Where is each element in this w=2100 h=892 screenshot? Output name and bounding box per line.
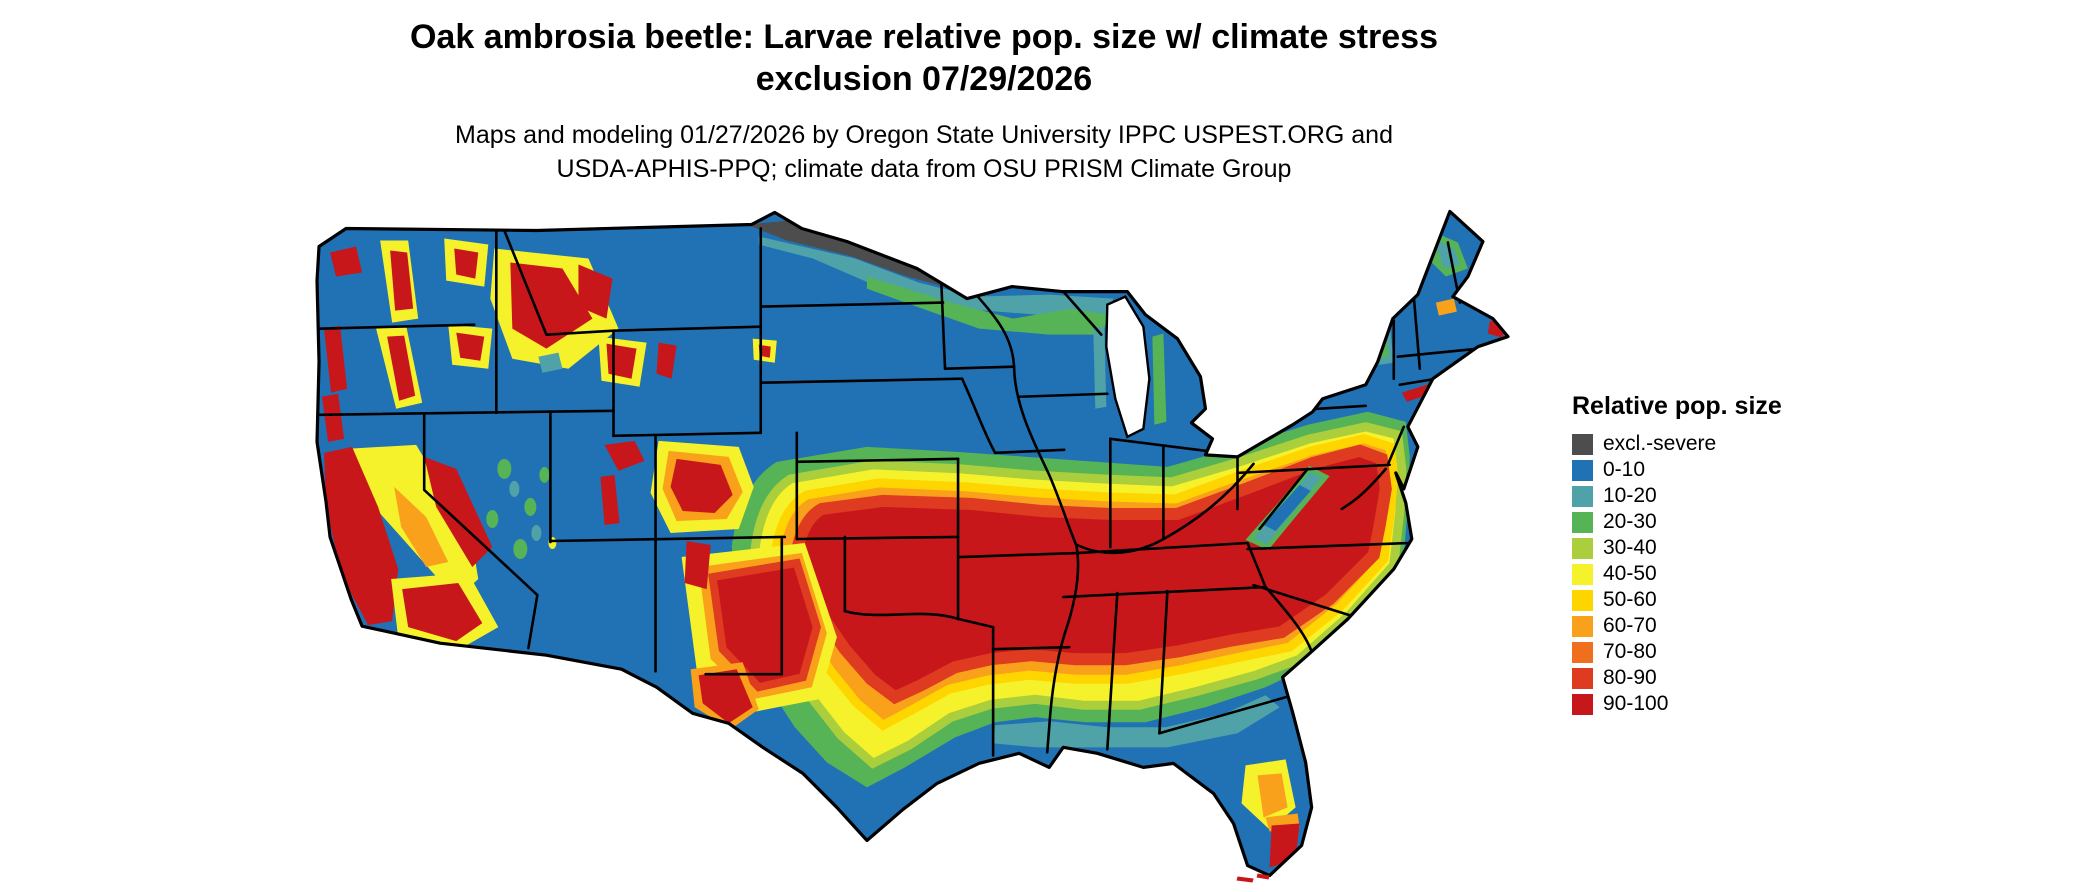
map-region-appalachian-blue [1263,484,1311,531]
map-region-wasatch [604,440,645,471]
legend-label: 0-10 [1603,458,1646,481]
legend-label: 80-90 [1603,666,1657,689]
legend-swatch [1572,693,1593,715]
legend-item: 10-20 [1572,483,1832,509]
legend-item: excl.-severe [1572,431,1832,457]
legend-label: 20-30 [1603,510,1657,533]
legend-item: 90-100 [1572,691,1832,717]
legend-label: 40-50 [1603,562,1657,585]
legend-swatch [1572,433,1593,455]
legend-item: 60-70 [1572,613,1832,639]
legend: Relative pop. size excl.-severe 0-10 10-… [1572,392,1832,717]
map-region-newa-r [454,248,479,279]
legend-item: 80-90 [1572,665,1832,691]
map-region-olympics [330,246,363,277]
map-region-fl-orange [1257,773,1288,818]
legend-label: 10-20 [1603,484,1657,507]
map-region-ca-valley-orange [394,486,449,568]
legend-label: 60-70 [1603,614,1657,637]
legend-swatch [1572,615,1593,637]
legend-item: 0-10 [1572,457,1832,483]
map-region-nh-coast-orange [1435,298,1457,316]
legend-label: 70-80 [1603,640,1657,663]
map-region-ca-coast-red [324,446,399,626]
state-borders [317,227,1480,757]
map-region-green-band [866,276,1108,335]
legend-item: 30-40 [1572,535,1832,561]
map-region-nrockies-teal [538,352,563,373]
map-speck [531,524,542,541]
map-speck [497,458,512,479]
us-map [306,206,1528,884]
florida-keys [1236,873,1270,883]
map-title-line2: exclusion 07/29/2026 [755,60,1093,98]
legend-swatch [1572,563,1593,585]
map-subtitle-line1: Maps and modeling 01/27/2026 by Oregon S… [455,121,1393,149]
map-region-wy-r [606,343,637,379]
map-region-bigbend-red [698,669,753,724]
map-region-nrockies-r2 [578,264,613,319]
map-region-socal-red [402,583,483,642]
map-region-or-coastrange [324,325,348,393]
legend-label: 90-100 [1603,692,1669,715]
legend-label: excl.-severe [1603,432,1717,455]
map-title-line1: Oak ambrosia beetle: Larvae relative pop… [409,18,1439,56]
map-region-warm-red-core [788,444,1392,705]
map-region-maine-teal [1433,238,1460,269]
map-region-bighorn [656,342,677,379]
us-map-svg [315,209,1510,883]
legend-swatch [1572,667,1593,689]
map-subtitle-line2: USDA-APHIS-PPQ; climate data from OSU PR… [556,155,1292,183]
map-region-wi-shore [1093,326,1107,409]
map-speck [509,480,520,497]
map-speck [513,538,528,560]
map-region-utah-plateau [600,474,620,525]
map-region-bluemtns-r [456,332,485,361]
map-region-nca-coast [322,393,345,442]
map-region-gulf-teal [993,695,1280,748]
map-region-wa-cascades-r [390,250,414,311]
map-region-co-red [670,458,733,513]
legend-swatch [1572,485,1593,507]
legend-swatch [1572,537,1593,559]
map-region-or-cascades-r [387,335,416,401]
legend-item: 40-50 [1572,561,1832,587]
map-speck [524,497,537,516]
legend-label: 50-60 [1603,588,1657,611]
legend-swatch [1572,589,1593,611]
legend-swatch [1572,641,1593,663]
legend-item: 20-30 [1572,509,1832,535]
map-region-nm-sangre [684,540,711,590]
legend-title: Relative pop. size [1572,392,1782,420]
map-region-nrockies-r1 [510,262,593,349]
legend-item: 70-80 [1572,639,1832,665]
map-subtitle: Maps and modeling 01/27/2026 by Oregon S… [0,118,1848,186]
legend-swatch [1572,511,1593,533]
us-outline [315,209,1510,878]
map-region-teal-band [758,236,1114,321]
map-title: Oak ambrosia beetle: Larvae relative pop… [0,16,1848,100]
map-region-mi-shore [1152,333,1167,425]
map-region-sierra-red [424,456,493,568]
map-speck [539,466,550,483]
map-region-wtx-red [708,558,822,692]
lake-michigan [1105,295,1151,439]
legend-label: 30-40 [1603,536,1657,559]
map-speck [486,509,499,528]
legend-swatch [1572,459,1593,481]
legend-item: 50-60 [1572,587,1832,613]
legend-items: excl.-severe 0-10 10-20 20-30 30-40 40-5… [1572,431,1832,717]
